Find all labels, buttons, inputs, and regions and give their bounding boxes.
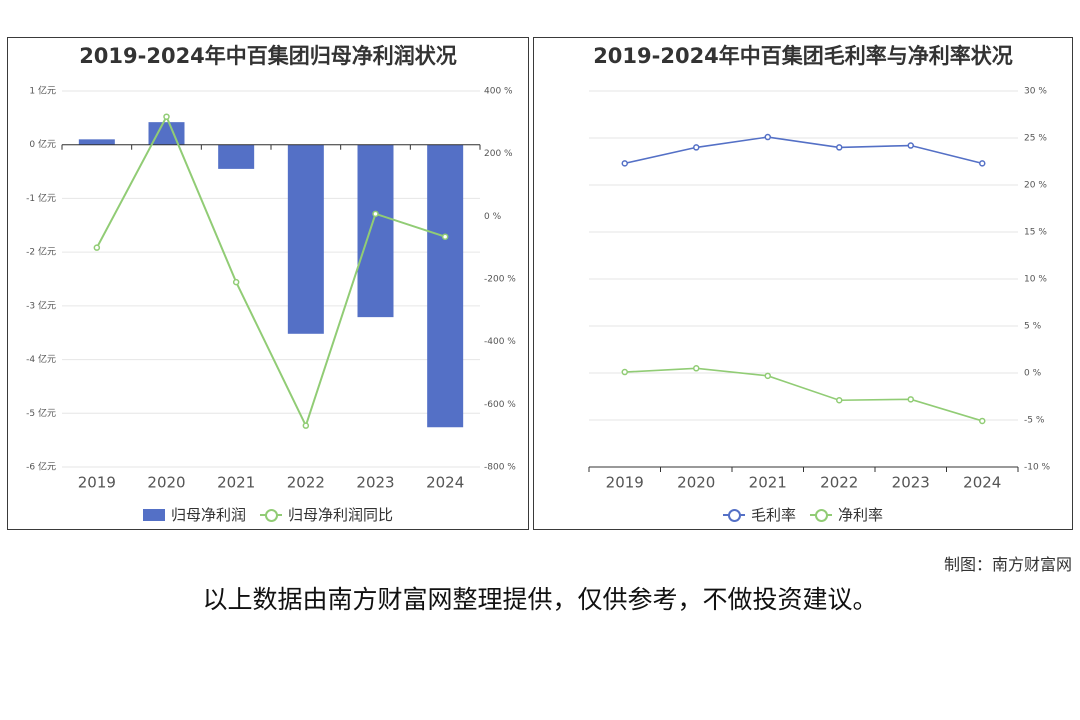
legend-item-net-profit-yoy[interactable]: 归母净利润同比 bbox=[260, 504, 393, 525]
x-tick-label: 2023 bbox=[356, 474, 394, 492]
series-0-point-2021 bbox=[764, 133, 771, 141]
y-right-tick-label: -10 % bbox=[1024, 463, 1051, 473]
y-right-tick-label: -5 % bbox=[1024, 416, 1045, 426]
x-tick-label: 2020 bbox=[677, 474, 715, 492]
x-tick-label: 2021 bbox=[217, 474, 255, 492]
yoy-point-2020 bbox=[163, 113, 170, 120]
legend-item-gross-margin[interactable]: 毛利率 bbox=[722, 504, 796, 525]
x-tick-label: 2022 bbox=[820, 474, 858, 492]
x-tick-label: 2020 bbox=[147, 474, 185, 492]
x-tick-label: 2019 bbox=[78, 474, 116, 492]
y-left-tick-label: -2 亿元 bbox=[26, 246, 56, 258]
legend-line-swatch bbox=[810, 508, 832, 522]
margin-chart-panel: 30 % 25 % 20 % 15 % 10 % 5 % 0 % -5 % -10 % 2019 2… bbox=[533, 37, 1073, 530]
y-right-tick-label: 400 % bbox=[484, 87, 513, 97]
x-tick-label: 2023 bbox=[892, 474, 930, 492]
net-profit-legend: 归母净利润 归母净利润同比 bbox=[8, 504, 528, 525]
series-1-point-2019 bbox=[621, 368, 628, 376]
y-left-tick-label: -1 亿元 bbox=[26, 192, 56, 204]
x-tick-label: 2024 bbox=[963, 474, 1001, 492]
y-left-tick-label: 0 亿元 bbox=[29, 138, 56, 150]
y-left-tick-label: -3 亿元 bbox=[26, 299, 56, 311]
y-left-tick-label: -5 亿元 bbox=[26, 407, 56, 419]
y-right-tick-label: 20 % bbox=[1024, 181, 1047, 191]
series-0-point-2019 bbox=[621, 160, 628, 167]
margin-chart: 30 % 25 % 20 % 15 % 10 % 5 % 0 % -5 % -10 % 2019 2… bbox=[588, 87, 1051, 492]
y-left-tick-label: -6 亿元 bbox=[26, 461, 56, 473]
series-1-point-2022 bbox=[836, 397, 843, 404]
yoy-point-2021 bbox=[232, 278, 240, 286]
legend-label-net-profit: 归母净利润 bbox=[170, 506, 246, 524]
y-right-tick-label: 5 % bbox=[1024, 322, 1042, 332]
legend-line-swatch bbox=[260, 508, 282, 522]
net-profit-chart: 1 亿元 0 亿元 -1 亿元 -2 亿元 -3 亿元 -4 亿元 -5 亿元 -6 亿元 40… bbox=[26, 85, 516, 492]
bar-2022 bbox=[287, 144, 324, 334]
series-0-point-2024 bbox=[979, 160, 986, 167]
disclaimer-text: 以上数据由南方财富网整理提供，仅供参考，不做投资建议。 bbox=[202, 585, 878, 614]
y-right-tick-label: -600 % bbox=[484, 400, 516, 410]
net-profit-chart-panel: 1 亿元 0 亿元 -1 亿元 -2 亿元 -3 亿元 -4 亿元 -5 亿元 -6 亿元 40… bbox=[7, 37, 529, 530]
legend-line-swatch bbox=[722, 508, 745, 522]
y-right-tick-label: 15 % bbox=[1024, 228, 1047, 238]
y-right-tick-label: 200 % bbox=[484, 149, 513, 159]
yoy-line bbox=[95, 114, 446, 429]
bar-2023 bbox=[357, 144, 394, 318]
margin-legend: 毛利率 净利率 bbox=[534, 504, 1072, 525]
legend-label-net-profit-yoy: 归母净利润同比 bbox=[288, 506, 394, 524]
series-0-point-2022 bbox=[836, 144, 843, 151]
y-right-tick-label: 30 % bbox=[1024, 87, 1047, 97]
legend-item-net-profit[interactable]: 归母净利润 bbox=[142, 504, 246, 525]
yoy-point-2022 bbox=[302, 422, 310, 429]
bar-2024 bbox=[427, 144, 464, 428]
series-0-point-2023 bbox=[907, 142, 914, 149]
y-right-tick-label: -400 % bbox=[484, 337, 516, 347]
y-right-tick-label: 10 % bbox=[1024, 275, 1047, 285]
legend-bar-swatch bbox=[142, 508, 165, 521]
x-tick-label: 2019 bbox=[606, 474, 644, 492]
net-profit-chart-title: 2019-2024年中百集团归母净利润状况 bbox=[79, 44, 457, 68]
legend-label-net-margin: 净利率 bbox=[838, 506, 884, 524]
series-1-point-2024 bbox=[979, 417, 986, 425]
x-tick-label: 2022 bbox=[287, 474, 325, 492]
yoy-point-2024 bbox=[441, 233, 449, 240]
y-right-tick-label: 25 % bbox=[1024, 134, 1047, 144]
margin-chart-title: 2019-2024年中百集团毛利率与净利率状况 bbox=[593, 44, 1013, 68]
chart-credit: 制图：南方财富网 bbox=[943, 555, 1072, 574]
legend-label-gross-margin: 毛利率 bbox=[750, 506, 796, 524]
legend-item-net-margin[interactable]: 净利率 bbox=[810, 504, 883, 525]
series-1-point-2023 bbox=[907, 396, 914, 403]
yoy-point-2019 bbox=[93, 244, 101, 251]
y-right-tick-label: -200 % bbox=[484, 275, 516, 285]
x-tick-label: 2024 bbox=[426, 474, 464, 492]
series-line-0 bbox=[624, 136, 983, 165]
series-1-point-2020 bbox=[693, 365, 700, 372]
series-line-1 bbox=[624, 367, 983, 422]
y-left-tick-label: 1 亿元 bbox=[29, 85, 56, 97]
series-1-point-2021 bbox=[764, 372, 771, 380]
series-0-point-2020 bbox=[693, 144, 700, 151]
y-right-tick-label: 0 % bbox=[484, 212, 502, 222]
bar-2019 bbox=[78, 139, 115, 145]
y-right-tick-label: 0 % bbox=[1024, 369, 1042, 379]
yoy-point-2023 bbox=[372, 210, 379, 218]
y-right-tick-label: -800 % bbox=[484, 463, 516, 473]
bar-2021 bbox=[218, 144, 255, 169]
y-left-tick-label: -4 亿元 bbox=[26, 353, 56, 365]
x-tick-label: 2021 bbox=[749, 474, 787, 492]
